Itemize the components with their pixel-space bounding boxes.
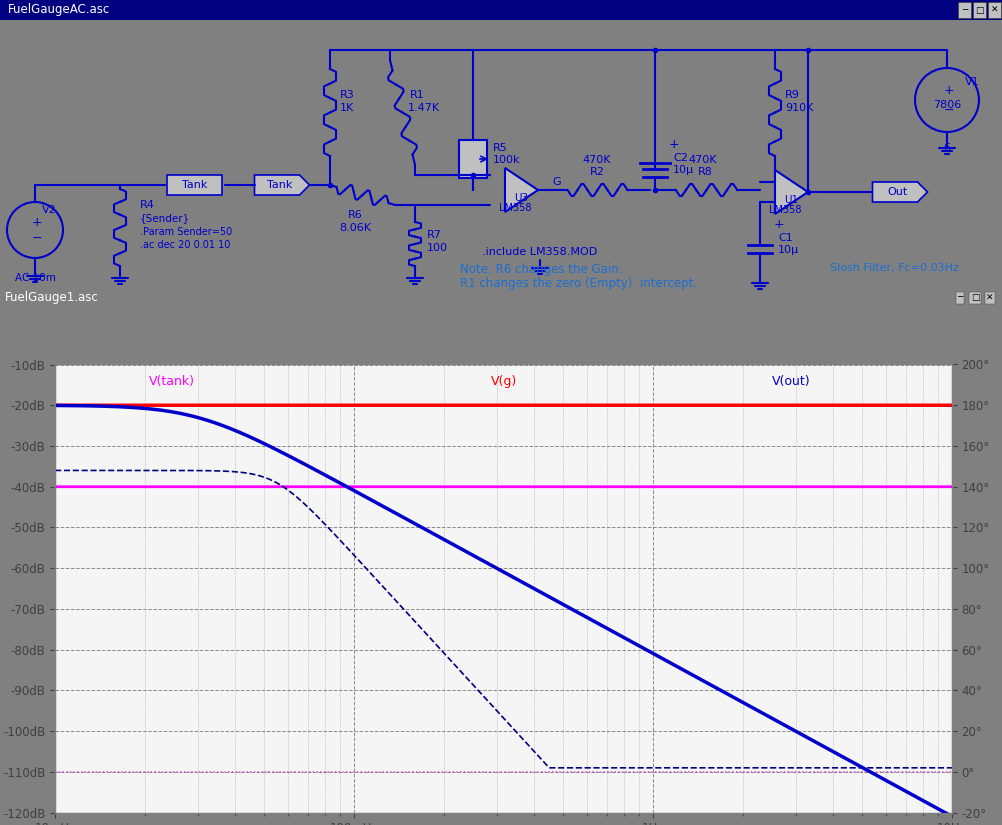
FancyBboxPatch shape — [973, 2, 986, 18]
FancyBboxPatch shape — [459, 140, 487, 178]
FancyBboxPatch shape — [958, 2, 971, 18]
Text: 6: 6 — [944, 143, 951, 153]
Polygon shape — [873, 182, 928, 202]
Text: .include LM358.MOD: .include LM358.MOD — [482, 247, 597, 257]
Text: ✕: ✕ — [991, 6, 998, 15]
Text: R1: R1 — [410, 90, 425, 100]
Text: LM358: LM358 — [769, 205, 802, 215]
Text: V2: V2 — [42, 205, 56, 215]
Text: −: − — [32, 232, 42, 244]
Text: V1: V1 — [965, 77, 980, 87]
Text: R2: R2 — [589, 167, 604, 177]
Text: U3: U3 — [514, 193, 528, 203]
Text: ✕: ✕ — [986, 293, 994, 302]
Text: 10µ: 10µ — [673, 165, 694, 175]
FancyBboxPatch shape — [167, 175, 222, 195]
Text: 1.47K: 1.47K — [408, 103, 440, 113]
FancyBboxPatch shape — [988, 2, 1001, 18]
Text: .ac dec 20 0.01 10: .ac dec 20 0.01 10 — [140, 240, 230, 250]
Polygon shape — [255, 175, 310, 195]
Text: R8: R8 — [697, 167, 712, 177]
Text: Tank: Tank — [268, 180, 293, 190]
Text: R5: R5 — [493, 143, 508, 153]
FancyBboxPatch shape — [0, 0, 1002, 20]
Text: 10µ: 10µ — [778, 245, 800, 255]
Text: R4: R4 — [140, 200, 155, 210]
Polygon shape — [775, 170, 808, 214]
Text: 100: 100 — [427, 243, 448, 253]
Text: 470K: 470K — [688, 155, 717, 165]
Text: Out: Out — [888, 187, 908, 197]
Text: □: □ — [971, 293, 979, 302]
Text: +: + — [669, 139, 679, 152]
Text: AC 10m: AC 10m — [15, 273, 55, 283]
Text: ─: ─ — [957, 293, 963, 302]
Text: 910K: 910K — [785, 103, 814, 113]
Text: V(out): V(out) — [772, 375, 810, 388]
Text: R9: R9 — [785, 90, 800, 100]
Text: +: + — [944, 83, 954, 97]
Text: FuelGaugeAC.asc: FuelGaugeAC.asc — [8, 3, 110, 16]
Text: 470K: 470K — [583, 155, 611, 165]
Text: −: − — [944, 103, 954, 116]
Text: G: G — [553, 177, 561, 187]
Text: R1 changes the zero (Empty)  intercept.: R1 changes the zero (Empty) intercept. — [460, 276, 697, 290]
Text: C2: C2 — [673, 153, 688, 163]
Text: R3: R3 — [340, 90, 355, 100]
Text: .Param Sender=50: .Param Sender=50 — [140, 227, 232, 237]
Text: V(g): V(g) — [491, 375, 517, 388]
Text: FuelGauge1.asc: FuelGauge1.asc — [5, 291, 99, 304]
Text: Tank: Tank — [182, 180, 207, 190]
Text: R6: R6 — [348, 210, 363, 220]
Text: V(tank): V(tank) — [148, 375, 194, 388]
Text: 1K: 1K — [340, 103, 355, 113]
Text: 100k: 100k — [493, 155, 520, 165]
Text: {Sender}: {Sender} — [140, 213, 190, 223]
Text: 8.06K: 8.06K — [339, 223, 371, 233]
Text: C1: C1 — [778, 233, 793, 243]
Text: Slosh Filter, Fc=0.03Hz: Slosh Filter, Fc=0.03Hz — [830, 263, 959, 273]
Text: U1: U1 — [784, 195, 798, 205]
Polygon shape — [505, 168, 538, 212]
Text: 7806: 7806 — [933, 100, 961, 110]
Text: R7: R7 — [427, 230, 442, 240]
Text: +: + — [32, 215, 42, 229]
Text: Note: R6 changes the Gain.: Note: R6 changes the Gain. — [460, 263, 622, 276]
Text: +: + — [774, 219, 785, 232]
Text: LM358: LM358 — [499, 203, 531, 213]
Text: ─: ─ — [962, 6, 967, 15]
Text: □: □ — [975, 6, 984, 15]
